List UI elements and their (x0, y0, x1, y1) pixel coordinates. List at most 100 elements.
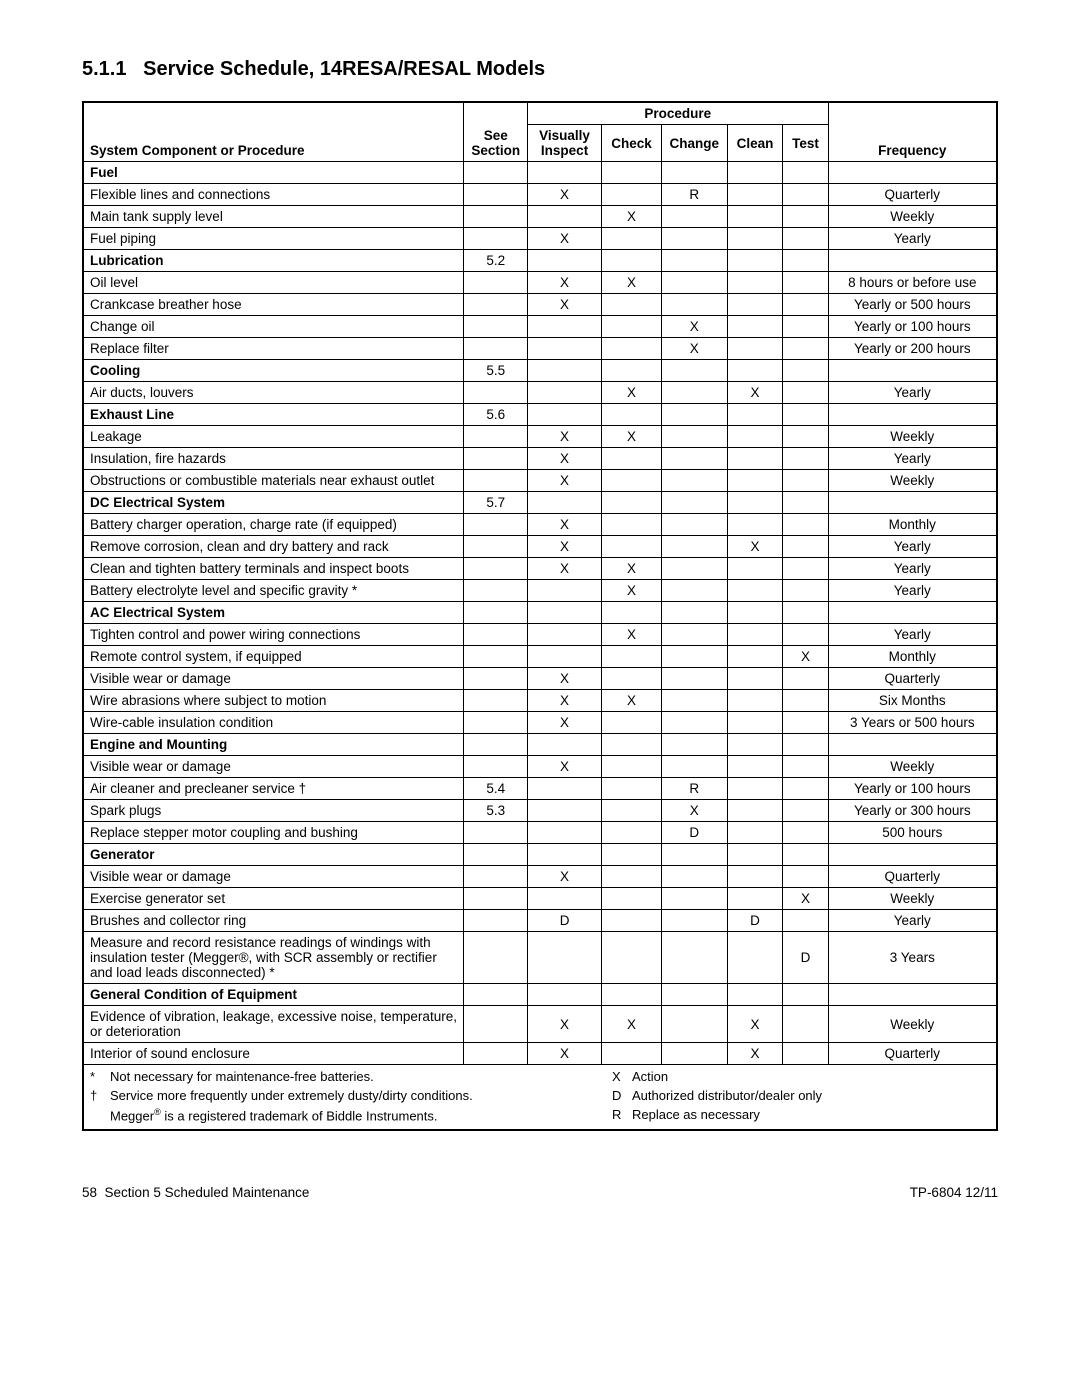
row-frequency: Yearly (828, 448, 997, 470)
row-change (661, 536, 727, 558)
row-test (783, 910, 828, 932)
row-clean: X (727, 1006, 783, 1043)
row-frequency: 3 Years or 500 hours (828, 712, 997, 734)
row-test (783, 228, 828, 250)
row-visually-inspect (528, 778, 602, 800)
row-clean (727, 580, 783, 602)
row-change (661, 910, 727, 932)
row-procedure: Remote control system, if equipped (83, 646, 464, 668)
row-check: X (602, 580, 662, 602)
heading-number: 5.1.1 (82, 58, 126, 80)
row-section (464, 206, 528, 228)
row-section (464, 294, 528, 316)
row-change (661, 646, 727, 668)
group-header: DC Electrical System (83, 492, 464, 514)
row-check: X (602, 206, 662, 228)
row-change: X (661, 316, 727, 338)
row-visually-inspect: X (528, 426, 602, 448)
row-frequency: Yearly (828, 382, 997, 404)
row-clean: X (727, 536, 783, 558)
row-clean: D (727, 910, 783, 932)
legend-symbol: X (612, 1068, 632, 1087)
row-change (661, 206, 727, 228)
row-test: X (783, 646, 828, 668)
row-clean (727, 206, 783, 228)
group-section: 5.5 (464, 360, 528, 382)
row-section: 5.4 (464, 778, 528, 800)
group-header: Lubrication (83, 250, 464, 272)
row-visually-inspect: X (528, 712, 602, 734)
row-section (464, 888, 528, 910)
row-clean (727, 866, 783, 888)
row-procedure: Air cleaner and precleaner service † (83, 778, 464, 800)
row-change: D (661, 822, 727, 844)
row-visually-inspect: X (528, 536, 602, 558)
group-section (464, 984, 528, 1006)
row-check (602, 712, 662, 734)
row-change (661, 932, 727, 984)
row-visually-inspect (528, 624, 602, 646)
row-check: X (602, 426, 662, 448)
row-clean (727, 932, 783, 984)
row-test: X (783, 888, 828, 910)
row-section (464, 426, 528, 448)
row-frequency: Quarterly (828, 668, 997, 690)
row-change (661, 448, 727, 470)
row-procedure: Replace filter (83, 338, 464, 360)
row-test (783, 558, 828, 580)
row-procedure: Visible wear or damage (83, 756, 464, 778)
row-section (464, 910, 528, 932)
col-header-procedure-group: Procedure (528, 102, 829, 125)
row-frequency: Weekly (828, 1006, 997, 1043)
row-test (783, 184, 828, 206)
heading-title: Service Schedule, 14RESA/RESAL Models (143, 58, 545, 80)
row-procedure: Measure and record resistance readings o… (83, 932, 464, 984)
group-header: Exhaust Line (83, 404, 464, 426)
row-procedure: Visible wear or damage (83, 668, 464, 690)
row-section (464, 668, 528, 690)
row-clean (727, 712, 783, 734)
row-clean (727, 690, 783, 712)
legend-text: Megger® is a registered trademark of Bid… (110, 1106, 594, 1126)
row-check (602, 316, 662, 338)
row-test (783, 668, 828, 690)
row-visually-inspect: X (528, 690, 602, 712)
row-procedure: Flexible lines and connections (83, 184, 464, 206)
row-check: X (602, 690, 662, 712)
row-test (783, 1006, 828, 1043)
service-schedule-table: System Component or Procedure See Sectio… (82, 101, 998, 1131)
row-procedure: Wire abrasions where subject to motion (83, 690, 464, 712)
row-section: 5.3 (464, 800, 528, 822)
legend-row: XAction (612, 1068, 990, 1087)
row-section (464, 712, 528, 734)
row-visually-inspect: X (528, 184, 602, 206)
row-change (661, 712, 727, 734)
row-procedure: Replace stepper motor coupling and bushi… (83, 822, 464, 844)
row-clean (727, 778, 783, 800)
row-change (661, 1006, 727, 1043)
legend-text: Service more frequently under extremely … (110, 1087, 594, 1106)
row-clean (727, 888, 783, 910)
group-header: AC Electrical System (83, 602, 464, 624)
row-frequency: 3 Years (828, 932, 997, 984)
row-clean (727, 316, 783, 338)
group-section (464, 844, 528, 866)
row-frequency: Six Months (828, 690, 997, 712)
row-check (602, 536, 662, 558)
row-procedure: Evidence of vibration, leakage, excessiv… (83, 1006, 464, 1043)
footer-doc-id: TP-6804 12/11 (910, 1185, 998, 1200)
row-frequency: Quarterly (828, 184, 997, 206)
row-check (602, 932, 662, 984)
row-test (783, 470, 828, 492)
row-frequency: Weekly (828, 206, 997, 228)
row-check (602, 338, 662, 360)
row-procedure: Leakage (83, 426, 464, 448)
row-frequency: 8 hours or before use (828, 272, 997, 294)
row-procedure: Crankcase breather hose (83, 294, 464, 316)
row-visually-inspect (528, 800, 602, 822)
row-section (464, 448, 528, 470)
row-clean (727, 822, 783, 844)
row-visually-inspect: X (528, 866, 602, 888)
row-frequency: Weekly (828, 426, 997, 448)
row-procedure: Fuel piping (83, 228, 464, 250)
